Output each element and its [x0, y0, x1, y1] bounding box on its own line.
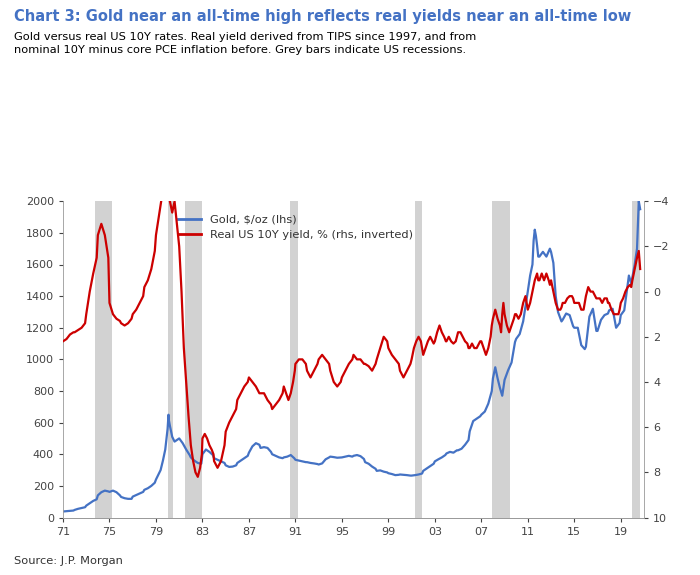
Bar	[414, 201, 422, 518]
Legend: Gold, $/oz (lhs), Real US 10Y yield, % (rhs, inverted): Gold, $/oz (lhs), Real US 10Y yield, % (…	[174, 210, 417, 245]
Bar	[632, 201, 640, 518]
Bar	[167, 201, 174, 518]
Bar	[290, 201, 298, 518]
Bar	[492, 201, 510, 518]
Text: Source: J.P. Morgan: Source: J.P. Morgan	[14, 557, 123, 566]
Text: Chart 3: Gold near an all-time high reflects real yields near an all-time low: Chart 3: Gold near an all-time high refl…	[14, 9, 631, 24]
Bar	[185, 201, 202, 518]
Bar	[95, 201, 113, 518]
Text: Gold versus real US 10Y rates. Real yield derived from TIPS since 1997, and from: Gold versus real US 10Y rates. Real yiel…	[14, 32, 476, 55]
